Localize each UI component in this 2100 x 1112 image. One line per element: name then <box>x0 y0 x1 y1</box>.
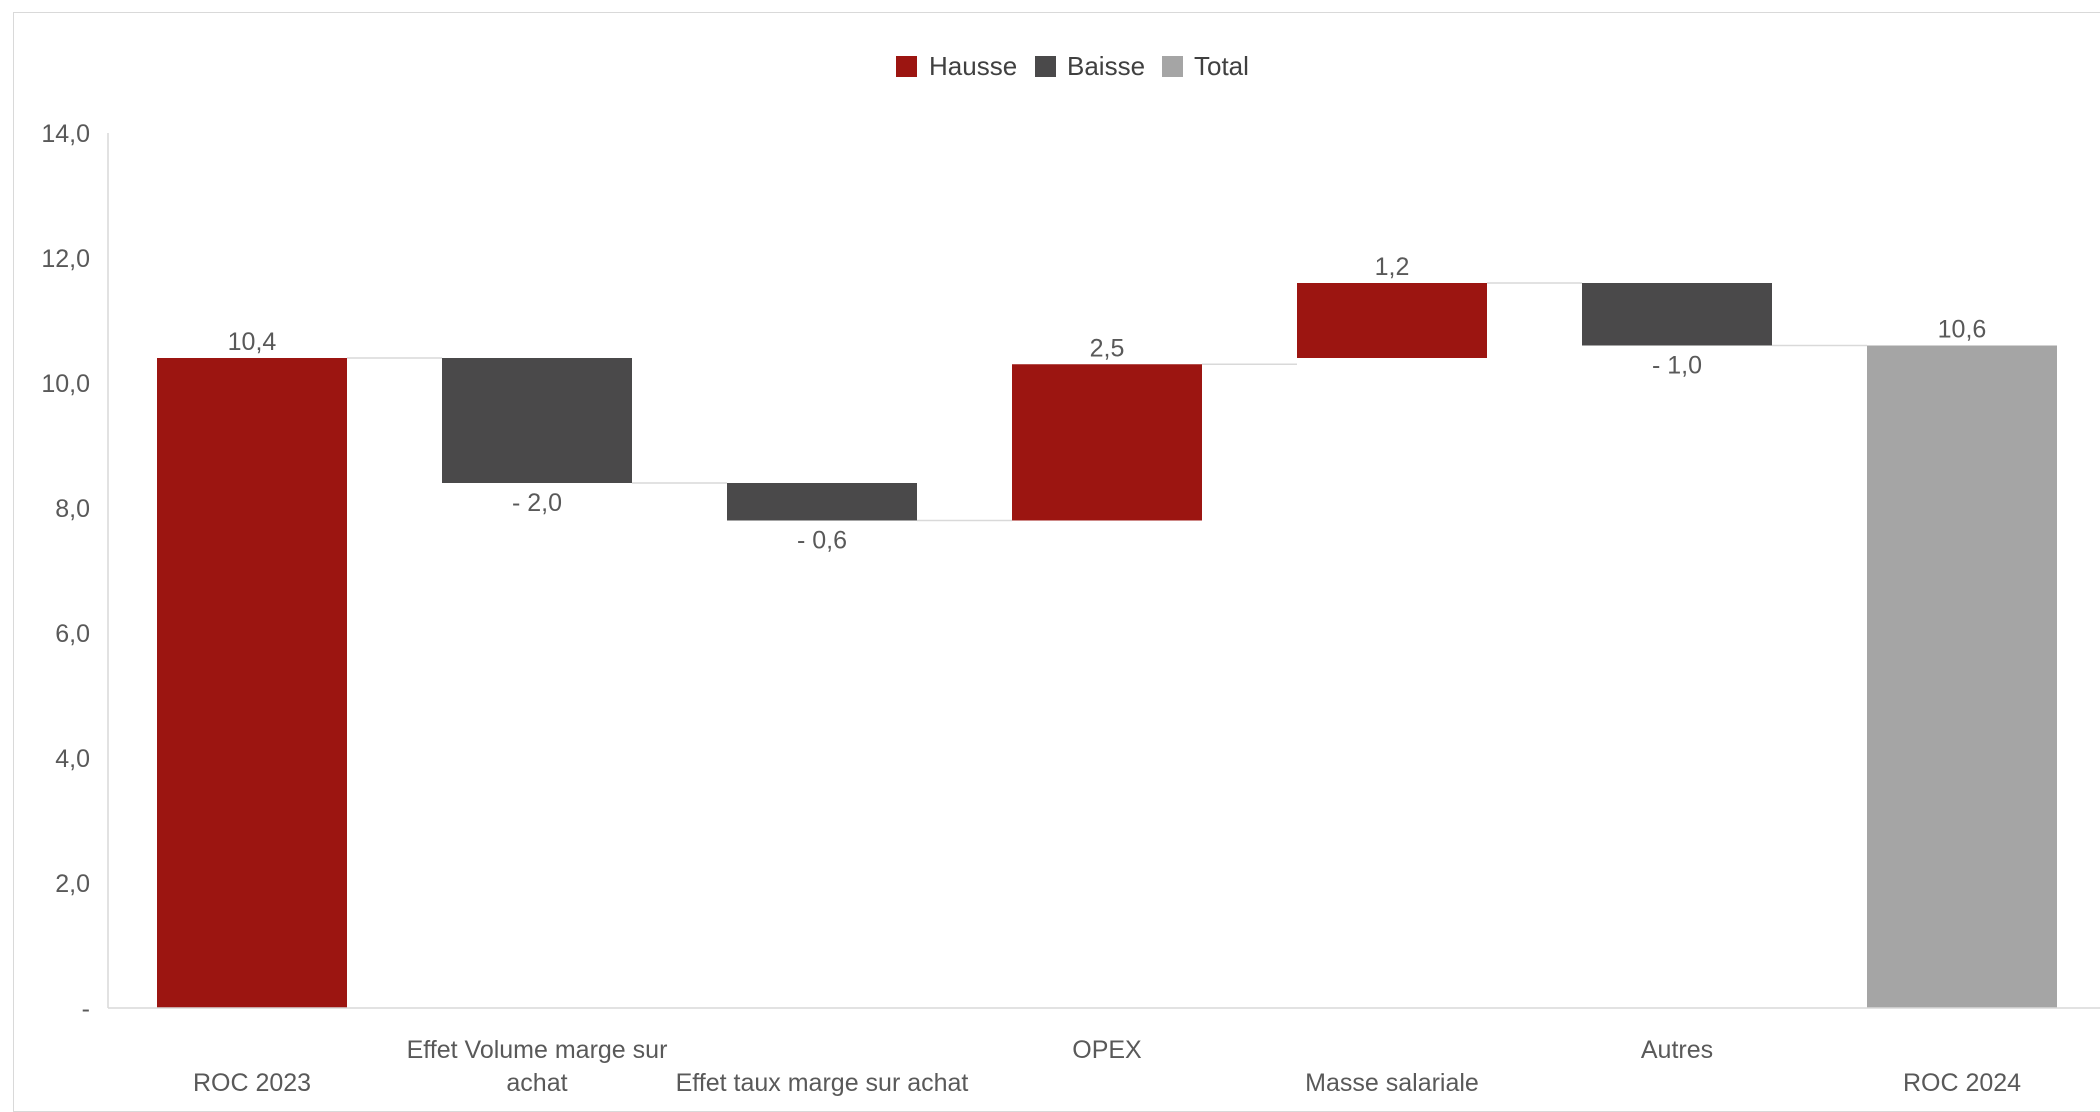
x-axis: ROC 2023 Effet Volume marge sur achat Effet… <box>108 1007 2100 1097</box>
x-tick-label: Effet taux marge sur achat <box>676 1069 969 1097</box>
legend-label-hausse: Hausse <box>929 51 1017 81</box>
legend: Hausse Baisse Total <box>896 51 1249 81</box>
legend-label-baisse: Baisse <box>1067 51 1145 81</box>
x-tick-label: Effet Volume marge sur achat <box>407 1036 668 1097</box>
legend-swatch-hausse <box>896 56 917 77</box>
y-tick-label: 14,0 <box>41 120 90 148</box>
y-tick-label: 12,0 <box>41 245 90 273</box>
bar-increase <box>1012 364 1202 521</box>
data-label: 1,2 <box>1375 253 1410 281</box>
legend-label-total: Total <box>1194 51 1249 81</box>
data-label: 10,4 <box>228 328 277 356</box>
bar-total <box>157 358 347 1008</box>
bars <box>157 283 2057 1008</box>
data-labels: 10,4 - 2,0 - 0,6 2,5 1,2 - 1,0 10,6 <box>228 253 1987 555</box>
x-tick-label: OPEX <box>1072 1036 1142 1064</box>
chart-frame <box>13 12 2100 1112</box>
y-tick-label: 6,0 <box>55 620 90 648</box>
bar-decrease <box>1582 283 1772 346</box>
legend-swatch-total <box>1162 56 1183 77</box>
y-axis: - 2,0 4,0 6,0 8,0 10,0 12,0 14,0 <box>41 120 109 1023</box>
x-tick-label: Autres <box>1641 1036 1713 1064</box>
x-tick-label: ROC 2024 <box>1903 1069 2021 1097</box>
data-label: 10,6 <box>1938 316 1987 344</box>
data-label: - 1,0 <box>1652 352 1702 380</box>
legend-swatch-baisse <box>1035 56 1056 77</box>
data-label: 2,5 <box>1090 334 1125 362</box>
connector-lines <box>347 282 1867 522</box>
bar-increase <box>1297 283 1487 358</box>
y-tick-label: 10,0 <box>41 370 90 398</box>
y-tick-label: 8,0 <box>55 495 90 523</box>
data-label: - 2,0 <box>512 489 562 517</box>
x-tick-label: Masse salariale <box>1305 1069 1479 1097</box>
y-tick-label: 4,0 <box>55 745 90 773</box>
y-tick-label: 2,0 <box>55 870 90 898</box>
y-tick-label: - <box>82 995 90 1023</box>
bar-final <box>1867 345 2057 1008</box>
bar-decrease <box>727 483 917 521</box>
x-tick-label: ROC 2023 <box>193 1069 311 1097</box>
data-label: - 0,6 <box>797 527 847 555</box>
bar-decrease <box>442 358 632 483</box>
